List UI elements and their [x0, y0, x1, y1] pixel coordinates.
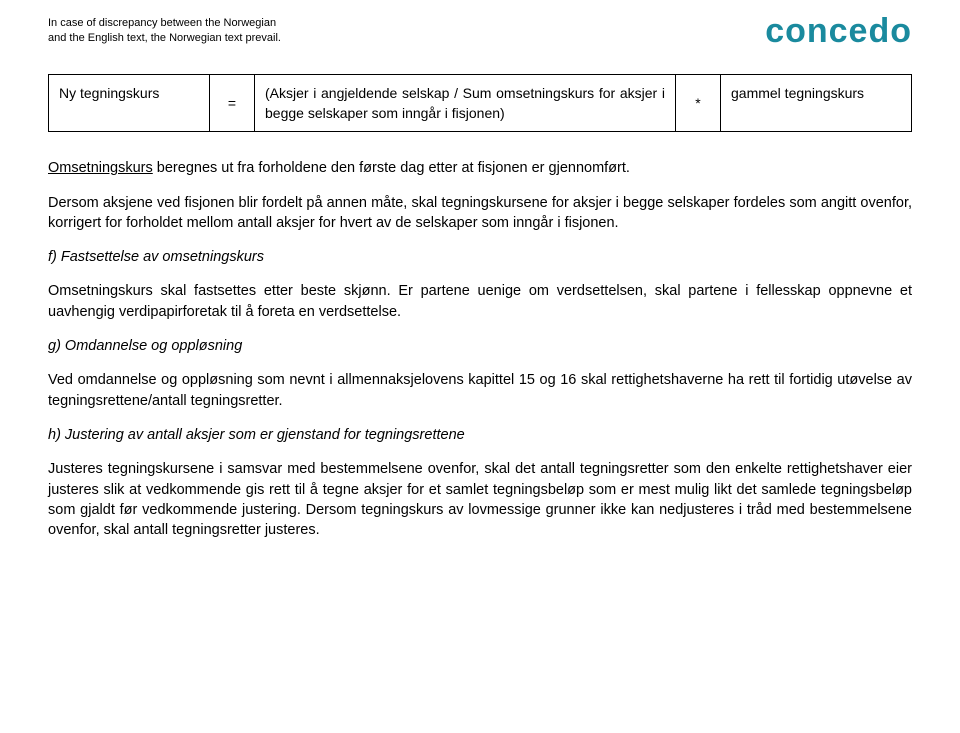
para-dersom-aksjene: Dersom aksjene ved fisjonen blir fordelt… — [48, 193, 912, 234]
cell-multiply: * — [676, 74, 721, 132]
table-row: Ny tegningskurs = (Aksjer i angjeldende … — [49, 74, 912, 132]
para-g-body: Ved omdannelse og oppløsning som nevnt i… — [48, 370, 912, 411]
cell-formula-body: (Aksjer i angjeldende selskap / Sum omse… — [255, 74, 676, 132]
para-omsetningskurs-rest: beregnes ut fra forholdene den første da… — [153, 160, 630, 176]
formula-table: Ny tegningskurs = (Aksjer i angjeldende … — [48, 74, 912, 133]
concedo-logo: concedo — [765, 12, 912, 51]
para-h-body: Justeres tegningskursene i samsvar med b… — [48, 459, 912, 540]
para-f-body: Omsetningskurs skal fastsettes etter bes… — [48, 281, 912, 322]
logo-text: concedo — [765, 12, 912, 50]
term-omsetningskurs: Omsetningskurs — [48, 160, 153, 176]
body-text: Omsetningskurs beregnes ut fra forholden… — [48, 158, 912, 540]
cell-equals: = — [210, 74, 255, 132]
heading-h: h) Justering av antall aksjer som er gje… — [48, 425, 912, 445]
discrepancy-line2: and the English text, the Norwegian text… — [48, 32, 281, 44]
para-omsetningskurs-def: Omsetningskurs beregnes ut fra forholden… — [48, 158, 912, 178]
cell-gammel-tegningskurs: gammel tegningskurs — [721, 74, 912, 132]
heading-f: f) Fastsettelse av omsetningskurs — [48, 247, 912, 267]
cell-ny-tegningskurs: Ny tegningskurs — [49, 74, 210, 132]
discrepancy-line1: In case of discrepancy between the Norwe… — [48, 17, 276, 29]
heading-g: g) Omdannelse og oppløsning — [48, 336, 912, 356]
